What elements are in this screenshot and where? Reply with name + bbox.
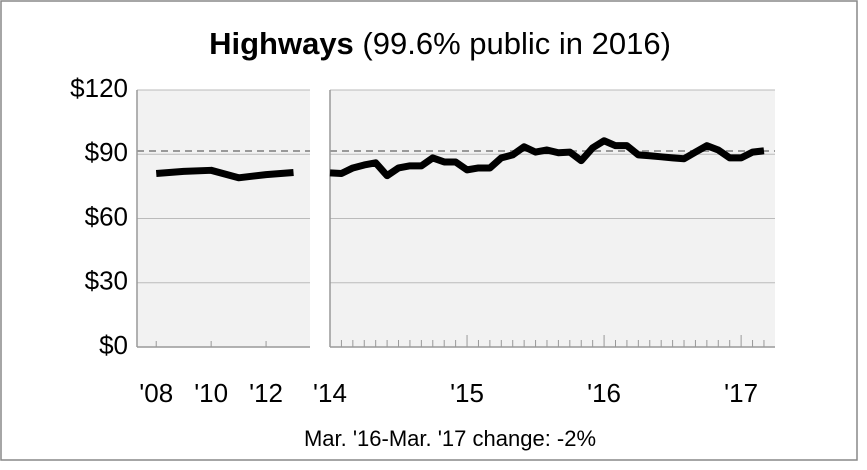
y-tick-label: $120 <box>70 73 128 103</box>
x-tick-label: '12 <box>249 378 283 408</box>
series-line <box>155 166 294 182</box>
x-tick-label: '17 <box>724 378 758 408</box>
x-tick-label: '15 <box>450 378 484 408</box>
x-tick-label: '16 <box>587 378 621 408</box>
chart-title: Highways (99.6% public in 2016) <box>209 26 671 61</box>
y-tick-label: $0 <box>99 330 128 360</box>
title-bold: Highways <box>209 26 354 61</box>
series-line <box>329 137 765 180</box>
title-rest: (99.6% public in 2016) <box>354 26 671 61</box>
x-tick-label: '08 <box>139 378 173 408</box>
x-tick-label: '10 <box>194 378 228 408</box>
y-tick-label: $60 <box>85 201 128 231</box>
y-tick-label: $30 <box>85 266 128 296</box>
footnote: Mar. '16-Mar. '17 change: -2% <box>304 426 596 451</box>
x-tick-label: '14 <box>313 378 347 408</box>
y-tick-label: $90 <box>85 137 128 167</box>
